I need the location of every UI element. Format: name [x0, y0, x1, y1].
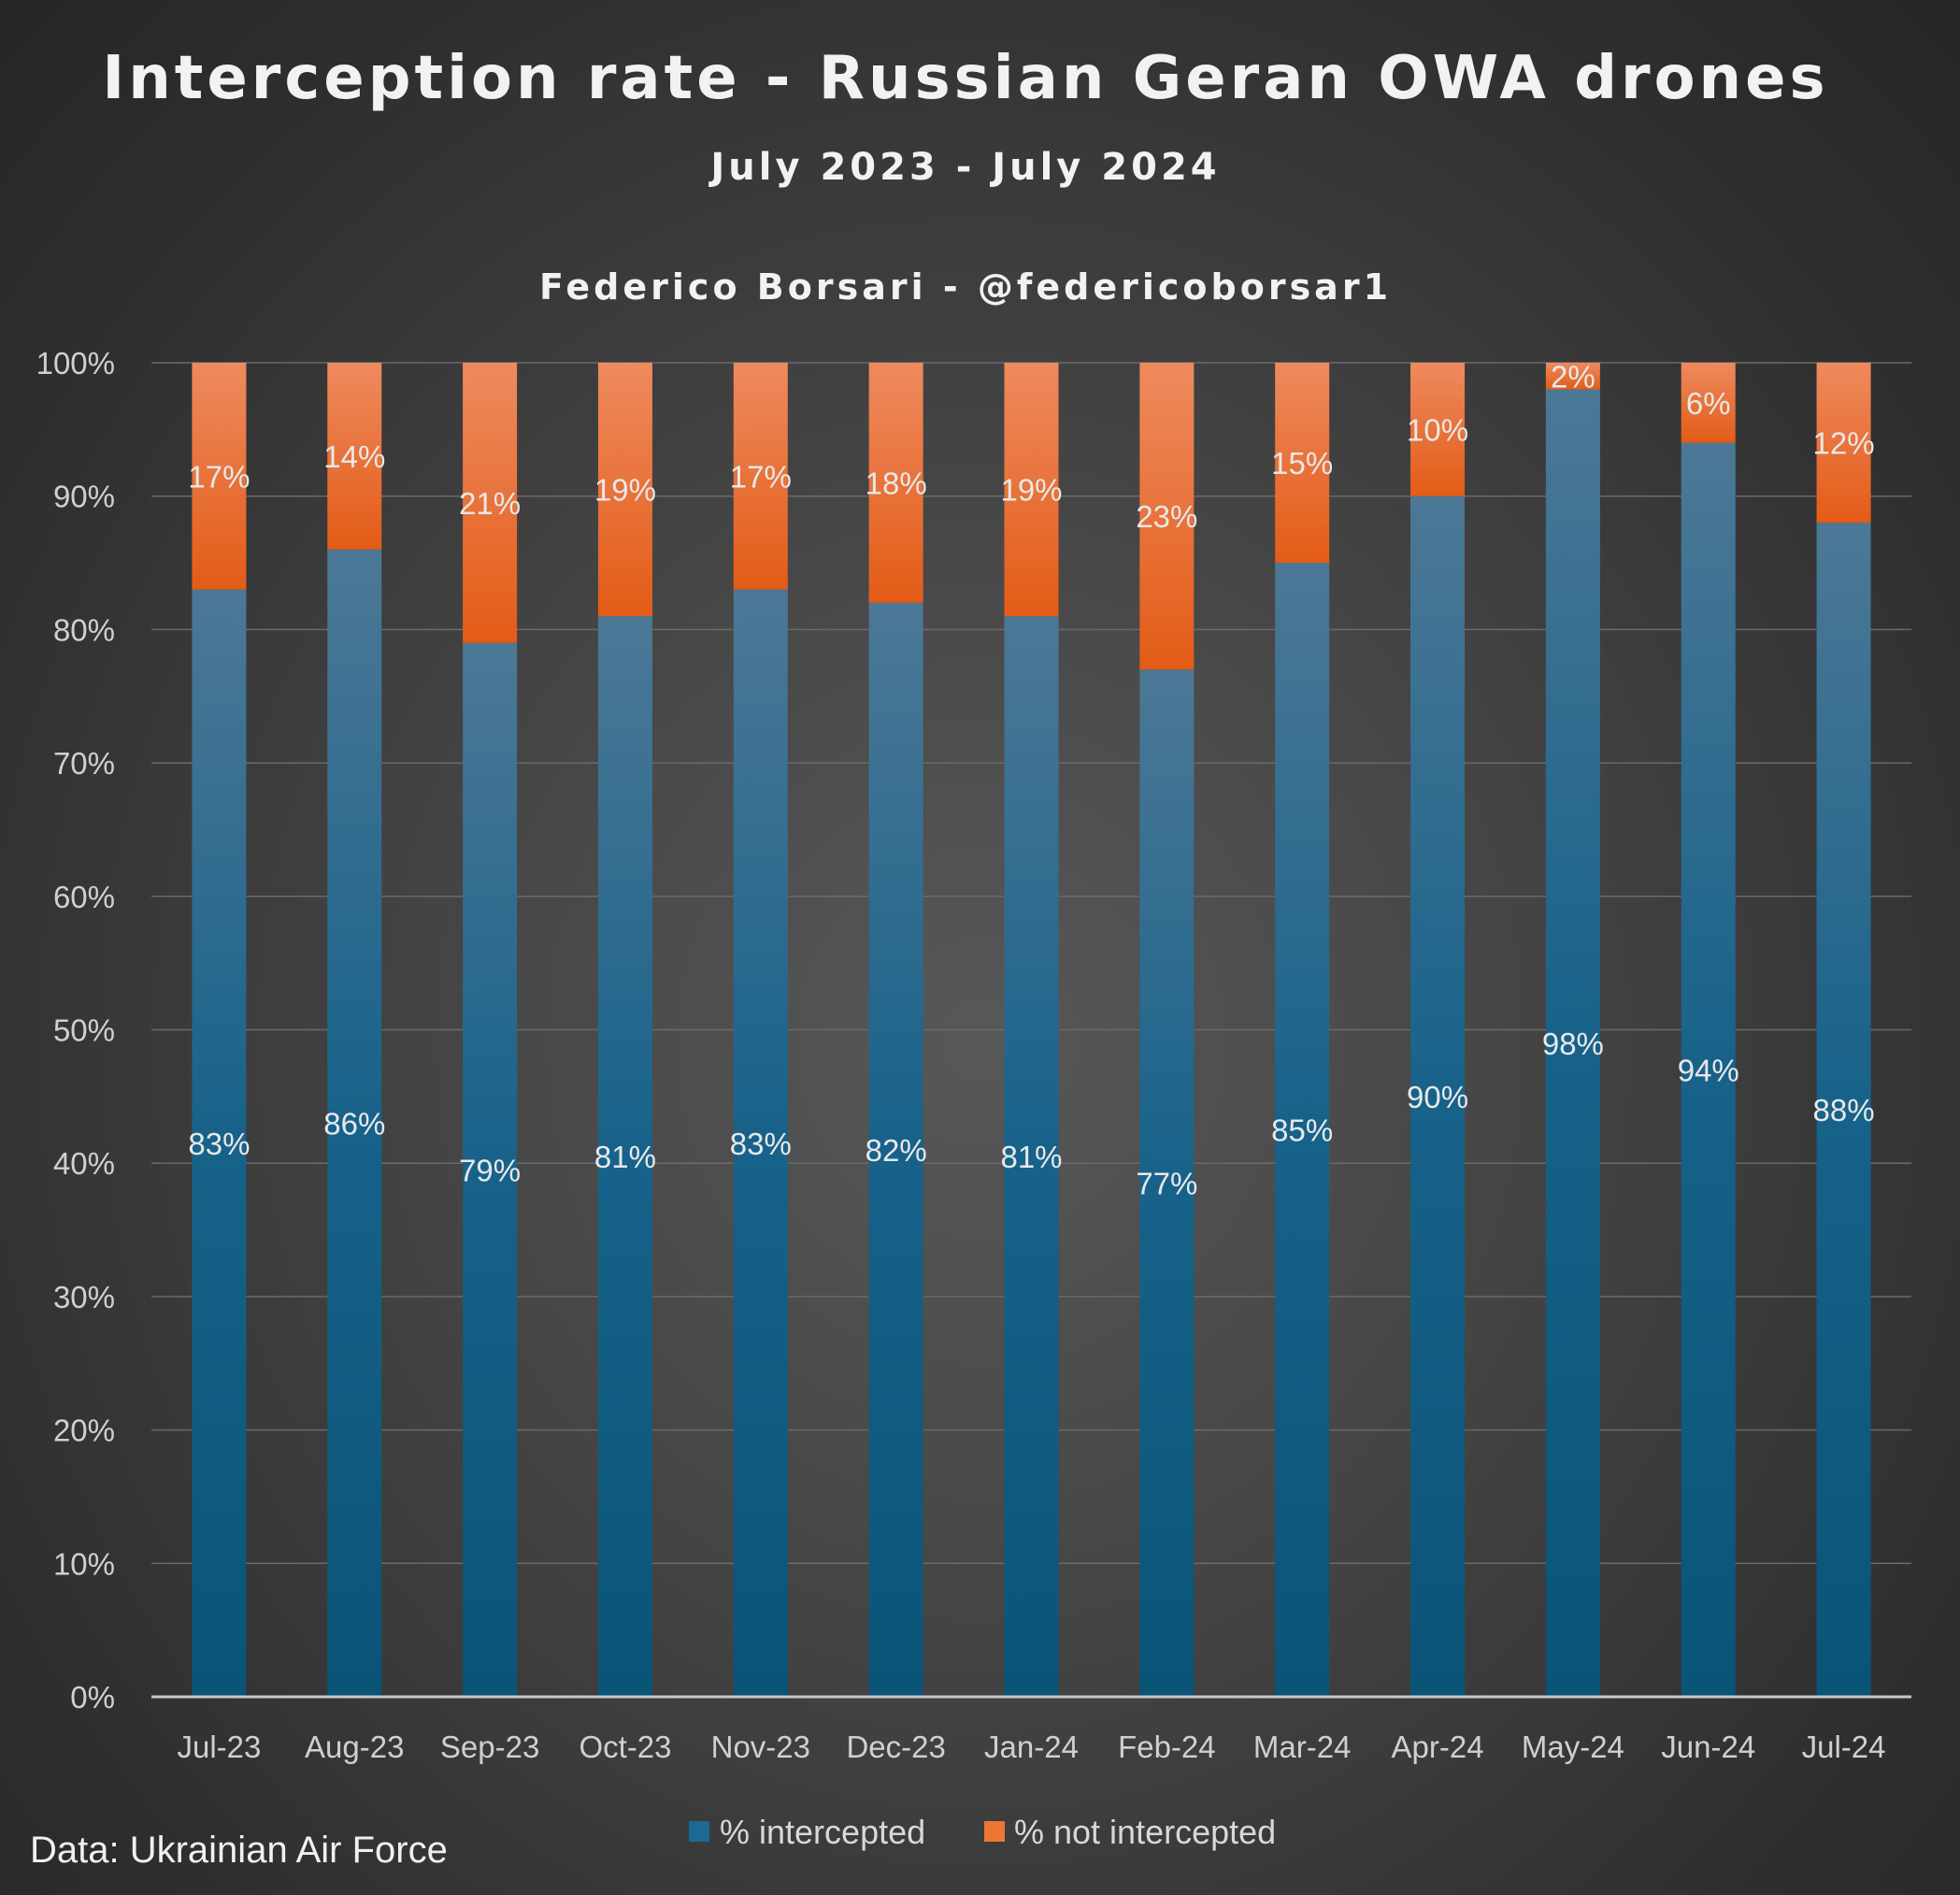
bar-intercepted	[1410, 495, 1466, 1698]
data-label-not-intercepted: 21%	[459, 486, 521, 521]
bar-intercepted	[1139, 669, 1195, 1698]
y-tick-label: 80%	[53, 612, 115, 647]
bar-intercepted	[1545, 389, 1600, 1697]
bar-not-intercepted	[1545, 363, 1600, 390]
data-label-intercepted: 77%	[1136, 1167, 1197, 1201]
y-tick-label: 70%	[53, 746, 115, 781]
x-tick-label: Oct-23	[579, 1730, 671, 1764]
chart-subtitle: July 2023 - July 2024	[708, 146, 1220, 189]
legend-label-not-intercepted: % not intercepted	[1014, 1813, 1276, 1851]
bar-not-intercepted	[463, 363, 518, 643]
data-label-intercepted: 88%	[1813, 1093, 1875, 1127]
y-tick-label: 30%	[53, 1280, 115, 1314]
bar-intercepted	[868, 602, 923, 1697]
bar-intercepted	[597, 616, 652, 1697]
data-label-not-intercepted: 17%	[730, 459, 792, 494]
y-tick-label: 0%	[70, 1680, 115, 1715]
x-tick-label: Jul-23	[177, 1730, 261, 1764]
x-tick-label: Jan-24	[984, 1730, 1079, 1764]
data-label-not-intercepted: 2%	[1551, 359, 1595, 394]
x-tick-label: Feb-24	[1118, 1730, 1216, 1764]
y-tick-label: 60%	[53, 880, 115, 914]
legend: % intercepted % not intercepted	[689, 1813, 1276, 1851]
data-labels: 83% 17% 86% 14% 79% 21% 81% 19% 83% 17% 82% 18% 81% 1…	[188, 359, 1874, 1200]
chart-title: Interception rate - Russian Geran OWA dr…	[102, 44, 1828, 113]
data-label-intercepted: 83%	[730, 1127, 792, 1161]
legend-swatch-not-intercepted	[984, 1821, 1005, 1842]
y-tick-label: 20%	[53, 1414, 115, 1448]
bar-not-intercepted	[192, 363, 247, 590]
data-source: Data: Ukrainian Air Force	[30, 1830, 448, 1871]
data-label-not-intercepted: 23%	[1136, 499, 1197, 534]
bar-not-intercepted	[1139, 363, 1195, 670]
bar-intercepted	[327, 549, 382, 1697]
data-label-not-intercepted: 15%	[1271, 446, 1333, 481]
bar-not-intercepted	[1816, 363, 1871, 524]
data-label-intercepted: 81%	[594, 1140, 656, 1174]
bar-not-intercepted	[1681, 363, 1736, 443]
data-label-intercepted: 90%	[1407, 1080, 1468, 1114]
data-label-not-intercepted: 19%	[594, 473, 656, 508]
x-tick-label: Mar-24	[1253, 1730, 1352, 1764]
x-tick-label: Apr-24	[1392, 1730, 1484, 1764]
x-tick-label: Dec-23	[846, 1730, 945, 1764]
bar-intercepted	[1816, 523, 1871, 1697]
data-label-intercepted: 83%	[188, 1127, 250, 1161]
data-label-not-intercepted: 17%	[188, 459, 250, 494]
data-label-intercepted: 82%	[866, 1133, 927, 1168]
data-label-not-intercepted: 6%	[1686, 386, 1731, 421]
x-tick-label: Jun-24	[1661, 1730, 1755, 1764]
data-label-intercepted: 81%	[1000, 1140, 1062, 1174]
data-label-intercepted: 94%	[1678, 1053, 1739, 1087]
bar-intercepted	[192, 589, 247, 1697]
bar-intercepted	[1275, 563, 1330, 1697]
data-label-not-intercepted: 14%	[323, 439, 385, 474]
bar-intercepted	[1681, 442, 1736, 1697]
bar-not-intercepted	[733, 363, 788, 590]
data-label-not-intercepted: 18%	[866, 466, 927, 500]
bar-not-intercepted	[1275, 363, 1330, 564]
bar-not-intercepted	[868, 363, 923, 603]
bar-not-intercepted	[1410, 363, 1466, 496]
y-tick-label: 50%	[53, 1013, 115, 1048]
data-label-intercepted: 86%	[323, 1106, 385, 1141]
bar-intercepted	[733, 589, 788, 1697]
x-axis: Jul-23 Aug-23 Sep-23 Oct-23 Nov-23 Dec-23 Jan-…	[151, 1695, 1911, 1764]
x-tick-label: Aug-23	[305, 1730, 404, 1764]
legend-label-intercepted: % intercepted	[720, 1813, 925, 1851]
y-axis: 0% 10% 20% 30% 40% 50% 60% 70% 80% 90% 100%	[36, 346, 115, 1715]
bar-not-intercepted	[1004, 363, 1059, 617]
data-label-not-intercepted: 10%	[1407, 412, 1468, 447]
chart-author: Federico Borsari - @federicoborsar1	[539, 266, 1392, 308]
bar-not-intercepted	[597, 363, 652, 617]
x-tick-label: Sep-23	[440, 1730, 539, 1764]
data-label-intercepted: 79%	[459, 1153, 521, 1187]
y-tick-label: 40%	[53, 1146, 115, 1181]
x-tick-label: Jul-24	[1802, 1730, 1886, 1764]
bar-intercepted	[463, 642, 518, 1698]
y-tick-label: 90%	[53, 480, 115, 514]
y-tick-label: 100%	[36, 346, 115, 380]
data-label-not-intercepted: 12%	[1813, 426, 1875, 461]
data-label-intercepted: 85%	[1271, 1113, 1333, 1148]
bar-not-intercepted	[327, 363, 382, 550]
y-tick-label: 10%	[53, 1546, 115, 1581]
x-tick-label: Nov-23	[711, 1730, 810, 1764]
data-label-not-intercepted: 19%	[1000, 473, 1062, 508]
data-label-intercepted: 98%	[1542, 1026, 1604, 1061]
x-tick-label: May-24	[1522, 1730, 1624, 1764]
bar-intercepted	[1004, 616, 1059, 1697]
legend-swatch-intercepted	[689, 1821, 709, 1842]
bars	[192, 363, 1871, 1698]
